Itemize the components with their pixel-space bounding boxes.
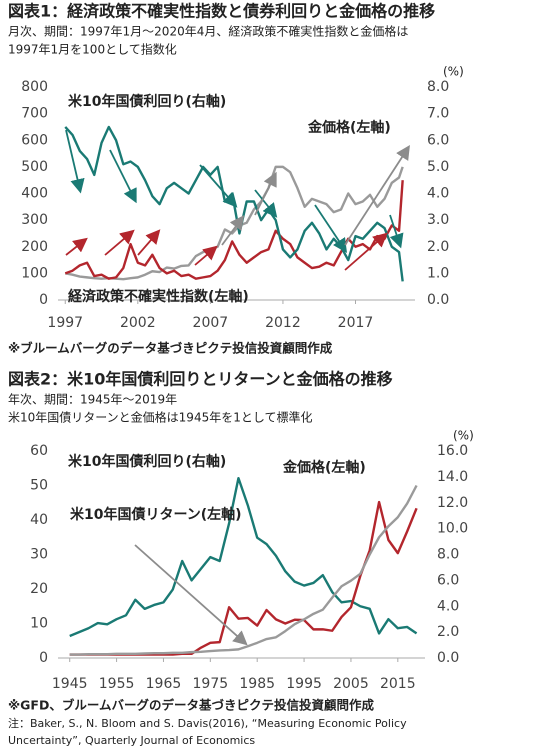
y2-tick-label: 3.0 <box>427 212 449 228</box>
x-tick-label: 2002 <box>120 315 156 331</box>
y2-unit: (%) <box>453 429 474 443</box>
x-tick-label: 1945 <box>52 676 88 692</box>
y-tick-label: 500 <box>21 159 48 175</box>
y-tick-label: 60 <box>30 443 48 459</box>
y2-tick-label: 14.0 <box>437 469 468 485</box>
chart-subtitle: 米10年国債リターンと金価格は1945年を1として標準化 <box>8 410 313 425</box>
series-label: 経済政策不確実性指数(左軸) <box>68 288 249 305</box>
y2-tick-label: 5.0 <box>427 159 449 175</box>
y2-tick-label: 8.0 <box>427 79 449 95</box>
x-tick-label: 2012 <box>265 315 301 331</box>
y-tick-label: 30 <box>30 547 48 563</box>
x-tick-label: 2007 <box>193 315 229 331</box>
y-tick-label: 700 <box>21 106 48 122</box>
chart-title: 図表2：米10年国債利回りとリターンと金価格の推移 <box>8 370 393 389</box>
y2-tick-label: 4.0 <box>427 186 449 202</box>
y2-tick-label: 2.0 <box>427 239 449 255</box>
chart-subtitle: 年次、期間：1945年～2019年 <box>8 393 177 407</box>
y2-tick-label: 1.0 <box>427 265 449 281</box>
series-label: 米10年国債リターン(左軸) <box>70 506 242 523</box>
y-tick-label: 50 <box>30 478 48 494</box>
x-tick-label: 1997 <box>47 315 83 331</box>
series-label: 金価格(左軸) <box>307 119 391 136</box>
y2-tick-label: 0.0 <box>427 292 449 308</box>
y-tick-label: 400 <box>21 186 48 202</box>
y-tick-label: 100 <box>21 265 48 281</box>
chart-subtitle: 1997年1月を100として指数化 <box>8 42 177 57</box>
footnote: 注：Baker, S., N. Bloom and S. Davis(2016)… <box>8 716 407 730</box>
series-line <box>69 484 418 656</box>
y-tick-label: 20 <box>30 581 48 597</box>
y2-tick-label: 6.0 <box>437 572 459 588</box>
y-tick-label: 200 <box>21 239 48 255</box>
chart-subtitle: 月次、期間：1997年1月～2020年4月、経済政策不確実性指数と金価格は <box>8 24 408 39</box>
y2-tick-label: 12.0 <box>437 495 468 511</box>
y2-tick-label: 2.0 <box>437 624 459 640</box>
y2-tick-label: 16.0 <box>437 443 468 459</box>
y-tick-label: 600 <box>21 132 48 148</box>
y-tick-label: 800 <box>21 79 48 95</box>
x-tick-label: 1955 <box>99 676 135 692</box>
y2-tick-label: 8.0 <box>437 547 459 563</box>
y-tick-label: 0 <box>39 292 48 308</box>
y2-tick-label: 4.0 <box>437 598 459 614</box>
y2-tick-label: 0.0 <box>437 650 459 666</box>
x-tick-label: 2005 <box>333 676 369 692</box>
source-note: ※ブルームバーグのデータ基づきピクテ投信投資顧問作成 <box>8 341 333 356</box>
y2-tick-label: 6.0 <box>427 132 449 148</box>
x-tick-label: 1985 <box>239 676 275 692</box>
series-line <box>69 500 418 656</box>
y-tick-label: 0 <box>39 650 48 666</box>
series-label: 金価格(左軸) <box>282 459 366 476</box>
y-tick-label: 10 <box>30 616 48 632</box>
series-line <box>65 165 404 281</box>
y2-tick-label: 7.0 <box>427 106 449 122</box>
footnote: Uncertainty”, Quarterly Journal of Econo… <box>8 734 255 747</box>
series-label: 米10年国債利回り(右軸) <box>68 453 226 470</box>
trend-arrows <box>65 129 410 646</box>
series-line <box>64 125 404 282</box>
x-tick-label: 1965 <box>146 676 182 692</box>
x-tick-label: 2017 <box>338 315 374 331</box>
series-line <box>69 476 418 638</box>
y2-unit: (%) <box>443 65 464 79</box>
chart-title: 図表1：経済政策不確実性指数と債券利回りと金価格の推移 <box>8 2 435 21</box>
series-line <box>64 180 404 280</box>
source-note: ※GFD、ブルームバーグのデータ基づきピクテ投信投資顧問作成 <box>8 698 374 713</box>
series-label: 米10年国債利回り(右軸) <box>68 93 226 110</box>
y-tick-label: 300 <box>21 212 48 228</box>
x-tick-label: 2015 <box>380 676 416 692</box>
x-tick-label: 1975 <box>193 676 229 692</box>
y2-tick-label: 10.0 <box>437 521 468 537</box>
x-tick-label: 1995 <box>286 676 322 692</box>
y-tick-label: 40 <box>30 512 48 528</box>
